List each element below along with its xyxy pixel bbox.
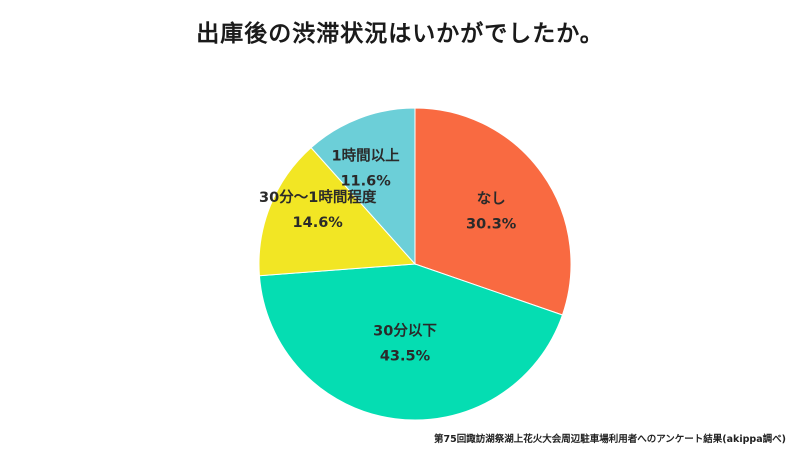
slice-value-label: 11.6% xyxy=(340,174,391,190)
pie-slice xyxy=(258,146,417,277)
pie-slices xyxy=(258,107,572,421)
slice-value-label: 14.6% xyxy=(293,215,344,231)
pie-slice xyxy=(310,107,416,266)
slice-category-label: 30分〜1時間程度 xyxy=(259,188,377,206)
slice-category-label: 1時間以上 xyxy=(332,148,401,165)
slice-value-label: 30.3% xyxy=(466,217,517,233)
slice-labels: なし 30.3% 30分以下 43.5% 30分〜1時間程度 14.6% 1時間以上 11.6… xyxy=(259,148,517,365)
slice-value-label: 43.5% xyxy=(380,348,431,364)
chart-title: 出庫後の渋滞状況はいかがでしたか。 xyxy=(196,21,604,47)
pie-slice xyxy=(258,263,564,421)
slice-category-label: なし xyxy=(477,191,506,208)
source-note: 第75回諏訪湖祭湖上花火大会周辺駐車場利用者へのアンケート結果(akippa調べ… xyxy=(433,434,786,445)
slice-category-label: 30分以下 xyxy=(373,322,437,339)
pie-slice xyxy=(414,107,572,316)
